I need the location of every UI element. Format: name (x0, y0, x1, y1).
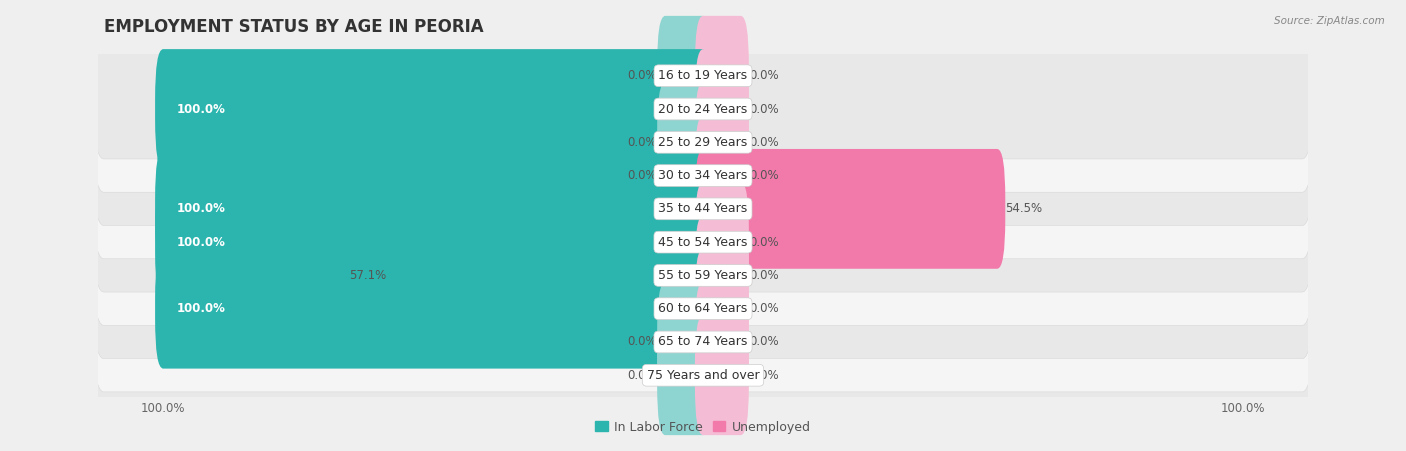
FancyBboxPatch shape (93, 59, 1313, 226)
Text: 0.0%: 0.0% (749, 302, 779, 315)
Text: 0.0%: 0.0% (627, 369, 657, 382)
FancyBboxPatch shape (695, 116, 749, 235)
FancyBboxPatch shape (93, 126, 1313, 292)
FancyBboxPatch shape (657, 83, 711, 202)
Text: EMPLOYMENT STATUS BY AGE IN PEORIA: EMPLOYMENT STATUS BY AGE IN PEORIA (104, 18, 484, 36)
Text: 20 to 24 Years: 20 to 24 Years (658, 102, 748, 115)
Text: 0.0%: 0.0% (749, 336, 779, 349)
Text: 0.0%: 0.0% (627, 69, 657, 82)
Text: 100.0%: 100.0% (177, 202, 225, 216)
FancyBboxPatch shape (695, 149, 1005, 269)
FancyBboxPatch shape (93, 259, 1313, 425)
Text: 0.0%: 0.0% (749, 269, 779, 282)
Text: 100.0%: 100.0% (177, 302, 225, 315)
FancyBboxPatch shape (695, 216, 749, 335)
FancyBboxPatch shape (695, 249, 749, 368)
Text: 30 to 34 Years: 30 to 34 Years (658, 169, 748, 182)
FancyBboxPatch shape (695, 83, 749, 202)
Text: 60 to 64 Years: 60 to 64 Years (658, 302, 748, 315)
Text: 54.5%: 54.5% (1005, 202, 1042, 216)
FancyBboxPatch shape (155, 49, 711, 169)
FancyBboxPatch shape (657, 16, 711, 136)
FancyBboxPatch shape (93, 226, 1313, 392)
Text: 0.0%: 0.0% (749, 102, 779, 115)
Text: 65 to 74 Years: 65 to 74 Years (658, 336, 748, 349)
FancyBboxPatch shape (695, 182, 749, 302)
FancyBboxPatch shape (93, 292, 1313, 451)
FancyBboxPatch shape (93, 26, 1313, 192)
Text: 0.0%: 0.0% (627, 136, 657, 149)
Text: 57.1%: 57.1% (350, 269, 387, 282)
FancyBboxPatch shape (695, 49, 749, 169)
Text: 0.0%: 0.0% (749, 69, 779, 82)
Text: 0.0%: 0.0% (627, 169, 657, 182)
Text: 100.0%: 100.0% (177, 102, 225, 115)
FancyBboxPatch shape (657, 315, 711, 435)
Text: 16 to 19 Years: 16 to 19 Years (658, 69, 748, 82)
Text: 75 Years and over: 75 Years and over (647, 369, 759, 382)
Text: 55 to 59 Years: 55 to 59 Years (658, 269, 748, 282)
FancyBboxPatch shape (155, 182, 711, 302)
FancyBboxPatch shape (93, 92, 1313, 259)
FancyBboxPatch shape (155, 149, 711, 269)
FancyBboxPatch shape (695, 315, 749, 435)
Text: 0.0%: 0.0% (749, 136, 779, 149)
FancyBboxPatch shape (93, 159, 1313, 325)
FancyBboxPatch shape (387, 216, 711, 335)
Text: 35 to 44 Years: 35 to 44 Years (658, 202, 748, 216)
Text: 0.0%: 0.0% (749, 169, 779, 182)
FancyBboxPatch shape (155, 249, 711, 368)
FancyBboxPatch shape (695, 16, 749, 136)
Text: Source: ZipAtlas.com: Source: ZipAtlas.com (1274, 16, 1385, 26)
FancyBboxPatch shape (695, 282, 749, 402)
FancyBboxPatch shape (93, 192, 1313, 359)
Text: 0.0%: 0.0% (749, 369, 779, 382)
FancyBboxPatch shape (657, 116, 711, 235)
FancyBboxPatch shape (657, 282, 711, 402)
Text: 100.0%: 100.0% (177, 235, 225, 249)
Legend: In Labor Force, Unemployed: In Labor Force, Unemployed (591, 416, 815, 439)
Text: 0.0%: 0.0% (627, 336, 657, 349)
Text: 25 to 29 Years: 25 to 29 Years (658, 136, 748, 149)
FancyBboxPatch shape (93, 0, 1313, 159)
Text: 45 to 54 Years: 45 to 54 Years (658, 235, 748, 249)
Text: 0.0%: 0.0% (749, 235, 779, 249)
